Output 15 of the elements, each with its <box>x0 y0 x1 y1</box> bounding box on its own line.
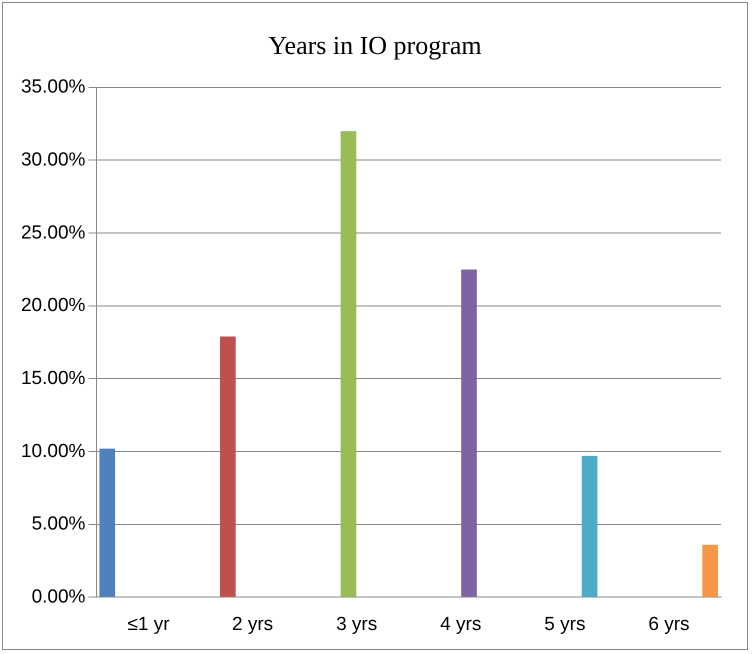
x-tick-label: 6 yrs <box>648 614 690 635</box>
y-tick-label: 35.00% <box>20 76 86 98</box>
y-tick-label: 0.00% <box>32 586 86 608</box>
chart-title: Years in IO program <box>267 31 483 61</box>
y-tick-label: 30.00% <box>20 149 86 170</box>
x-tick-label: ≤1 yr <box>127 614 170 635</box>
y-tick-label: 20.00% <box>20 295 86 316</box>
x-tick-label: 4 yrs <box>440 614 482 635</box>
x-tick-label: 2 yrs <box>232 614 274 635</box>
y-tick-label: 15.00% <box>20 368 86 389</box>
y-tick-label: 5.00% <box>32 514 86 535</box>
y-tick-label: 10.00% <box>20 440 86 462</box>
y-tick-label: 25.00% <box>20 222 86 244</box>
x-tick-label: 5 yrs <box>544 614 586 635</box>
x-tick-label: 3 yrs <box>336 614 378 635</box>
